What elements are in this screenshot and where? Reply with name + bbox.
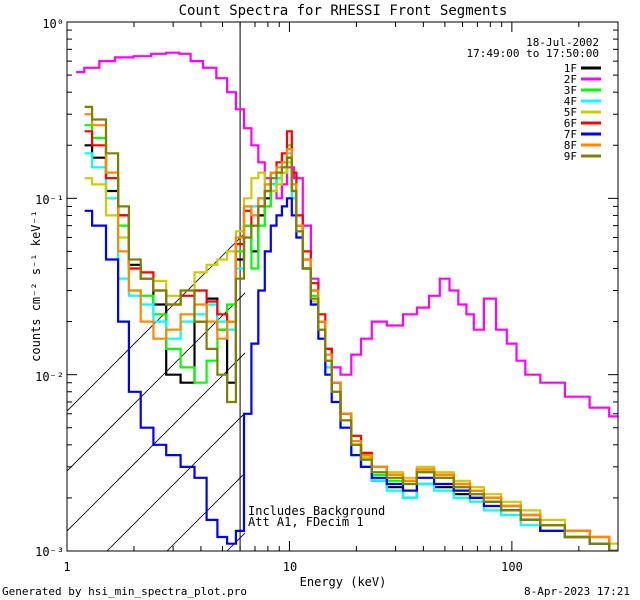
- x-tick-label-100: 100: [501, 560, 523, 574]
- hatch-line: [527, 0, 640, 551]
- legend-label-5f: 5F: [564, 106, 577, 119]
- hatch-line: [67, 292, 245, 472]
- hatch-line: [587, 0, 640, 551]
- legend-label-3f: 3F: [564, 84, 577, 97]
- plot-frame: [66, 21, 619, 552]
- x-axis-label: Energy (keV): [300, 575, 387, 589]
- series-line-6f: [84, 130, 618, 551]
- legend-date: 18-Jul-2002: [526, 36, 599, 49]
- legend-label-7f: 7F: [564, 128, 577, 141]
- y-tick-label-1e-3: 10⁻³: [35, 545, 64, 559]
- hatch-line: [407, 0, 640, 551]
- hatch-line: [67, 352, 245, 532]
- series-line-5f: [84, 161, 618, 545]
- x-tick-label-10: 10: [283, 560, 297, 574]
- footer-generated-by: Generated by hsi_min_spectra_plot.pro: [2, 585, 247, 598]
- hatch-line: [347, 0, 640, 551]
- annotation-attenuator: Att A1, FDecim 1: [248, 515, 364, 529]
- hatch-line: [287, 0, 640, 551]
- hatch-line: [106, 412, 245, 551]
- legend-label-8f: 8F: [564, 139, 577, 152]
- y-axis-label: counts cm⁻² s⁻¹ keV⁻¹: [29, 210, 43, 362]
- series-line-8f: [84, 113, 618, 551]
- legend-label-6f: 6F: [564, 117, 577, 130]
- footer-timestamp: 8-Apr-2023 17:21: [524, 585, 630, 598]
- legend-label-2f: 2F: [564, 73, 577, 86]
- legend-label-9f: 9F: [564, 150, 577, 163]
- x-tick-label-1: 1: [63, 560, 70, 574]
- series-line-4f: [84, 152, 618, 551]
- chart-title: Count Spectra for RHESSI Front Segments: [179, 3, 508, 19]
- hatch-line: [467, 0, 640, 551]
- legend: 18-Jul-2002 17:49:00 to 17:50:00 1F2F3F4…: [467, 36, 601, 163]
- series-line-1f: [84, 144, 618, 551]
- y-tick-label-1e-1: 10⁻¹: [35, 193, 64, 207]
- y-tick-label-1e0: 10⁰: [42, 17, 64, 31]
- y-tick-label-1e-2: 10⁻²: [35, 370, 64, 384]
- series-line-2f: [76, 51, 618, 418]
- series-line-9f: [84, 105, 618, 551]
- legend-label-1f: 1F: [564, 62, 577, 75]
- series-lines: [76, 51, 618, 551]
- hatched-region: [67, 0, 640, 551]
- legend-time-range: 17:49:00 to 17:50:00: [467, 47, 599, 60]
- annotation-background: Includes Background: [248, 504, 385, 518]
- legend-label-4f: 4F: [564, 95, 577, 108]
- axis-ticks: [66, 21, 619, 552]
